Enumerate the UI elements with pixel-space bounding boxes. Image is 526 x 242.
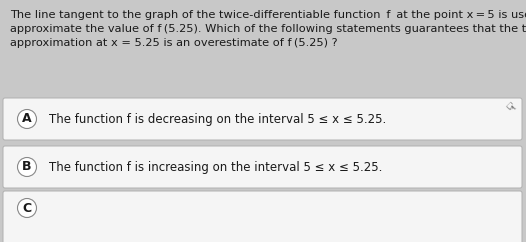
- Text: The function f is increasing on the interval 5 ≤ x ≤ 5.25.: The function f is increasing on the inte…: [49, 160, 382, 174]
- Text: The line tangent to the graph of the twice-differentiable function  f  at the po: The line tangent to the graph of the twi…: [10, 10, 526, 20]
- Text: The function f is decreasing on the interval 5 ≤ x ≤ 5.25.: The function f is decreasing on the inte…: [49, 113, 386, 126]
- Text: ☞: ☞: [501, 100, 518, 117]
- FancyBboxPatch shape: [3, 98, 522, 140]
- Text: approximate the value of f (5.25). Which of the following statements guarantees : approximate the value of f (5.25). Which…: [10, 24, 526, 34]
- Circle shape: [17, 158, 36, 176]
- Circle shape: [17, 109, 36, 129]
- Text: C: C: [23, 202, 32, 214]
- Circle shape: [17, 198, 36, 218]
- FancyBboxPatch shape: [3, 191, 522, 242]
- Text: B: B: [22, 160, 32, 174]
- Text: A: A: [22, 113, 32, 126]
- Text: approximation at x = 5.25 is an overestimate of f (5.25) ?: approximation at x = 5.25 is an overesti…: [10, 38, 338, 48]
- FancyBboxPatch shape: [3, 146, 522, 188]
